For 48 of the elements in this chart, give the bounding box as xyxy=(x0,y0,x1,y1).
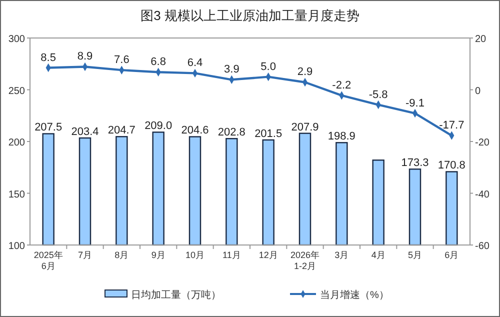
data-label: 6.8 xyxy=(150,56,166,68)
y2-tick-label: -20 xyxy=(475,138,490,148)
data-label: 202.8 xyxy=(218,126,246,139)
x-tick-label: 6月 xyxy=(444,250,459,260)
y2-tick-label: 0 xyxy=(475,86,481,97)
data-label: 7.6 xyxy=(114,54,130,66)
y-tick-label: 250 xyxy=(8,86,26,97)
x-tick-label: 2026年 1-2月 xyxy=(290,250,320,271)
chart-title: 图3 规模以上工业原油加工量月度走势 xyxy=(140,8,360,23)
data-label: -5.8 xyxy=(368,88,388,101)
x-tick-label: 10月 xyxy=(185,250,205,260)
data-label: 173.3 xyxy=(401,157,429,170)
data-label: 6.4 xyxy=(187,57,203,70)
data-label: -17.7 xyxy=(439,120,464,132)
data-label: 207.5 xyxy=(34,122,62,134)
data-label: 209.0 xyxy=(144,120,172,132)
data-label: 8.9 xyxy=(77,50,93,63)
data-label: 203.4 xyxy=(71,126,99,138)
y2-tick-label: -60 xyxy=(475,241,490,252)
data-label: 2.9 xyxy=(297,66,313,78)
legend-label: 日均加工量（万吨） xyxy=(131,289,221,301)
y2-tick-label: -40 xyxy=(475,189,490,200)
x-tick-label: 8月 xyxy=(114,250,129,260)
data-label: 5.0 xyxy=(260,60,276,73)
data-label: 204.6 xyxy=(181,124,209,137)
data-label: 3.9 xyxy=(224,64,240,76)
y2-tick-label: 20 xyxy=(475,34,487,45)
x-tick-label: 3月 xyxy=(334,250,349,260)
data-label: -2.2 xyxy=(332,79,352,92)
data-label: 201.5 xyxy=(254,128,282,140)
data-label: 170.8 xyxy=(438,160,466,172)
x-tick-label: 2025年 6月 xyxy=(34,250,63,271)
y-tick-label: 300 xyxy=(8,34,26,45)
data-label: 207.9 xyxy=(291,121,319,134)
data-label: 198.9 xyxy=(328,130,356,143)
data-label: 204.7 xyxy=(108,124,136,137)
x-tick-label: 11月 xyxy=(222,250,241,260)
x-tick-label: 9月 xyxy=(151,250,166,260)
y-tick-label: 100 xyxy=(8,241,26,252)
x-tick-label: 4月 xyxy=(371,250,386,260)
legend-label: 当月增速（%） xyxy=(320,289,389,301)
data-label: 8.5 xyxy=(40,52,56,64)
y-tick-label: 200 xyxy=(8,138,26,148)
x-tick-label: 5月 xyxy=(408,250,422,260)
y-tick-label: 150 xyxy=(8,189,26,200)
x-tick-label: 12月 xyxy=(258,250,278,260)
x-tick-label: 7月 xyxy=(78,250,92,260)
data-label: -9.1 xyxy=(406,97,424,110)
